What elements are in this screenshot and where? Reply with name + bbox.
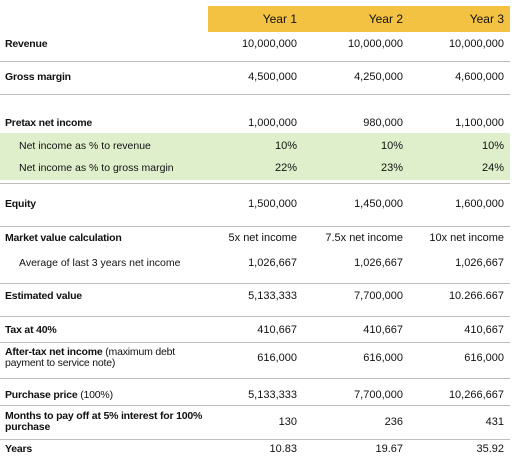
cell-year-1: 130 — [278, 416, 297, 428]
table-row-pretax: Pretax net income 1,000,000 980,000 1,10… — [0, 116, 510, 130]
cell-year-1: 5,133,333 — [248, 290, 297, 302]
header-year-3: Year 3 — [469, 12, 504, 26]
table-row-purchase-price: Purchase price (100%) 5,133,333 7,700,00… — [0, 388, 510, 402]
table-row-revenue: Revenue 10,000,000 10,000,000 10,000,000 — [0, 37, 510, 51]
cell-year-2: 7.5x net income — [325, 232, 403, 244]
cell-year-1: 616,000 — [257, 352, 297, 364]
cell-year-2: 23% — [380, 162, 403, 174]
row-separator — [0, 183, 510, 184]
table-row-equity: Equity 1,500,000 1,450,000 1,600,000 — [0, 197, 510, 211]
cell-year-1: 10,000,000 — [241, 38, 297, 50]
cell-year-1: 5x net income — [228, 232, 297, 244]
table-row-average-3-years: Average of last 3 years net income 1,026… — [0, 256, 510, 270]
cell-year-2: 1,450,000 — [354, 198, 403, 210]
ratio-band — [0, 133, 510, 180]
row-label: Gross margin — [5, 70, 71, 83]
row-label-note: (maximum debt payment to service note) — [5, 346, 176, 369]
row-label: Tax at 40% — [5, 323, 57, 336]
table-row-ni-revenue: Net income as % to revenue 10% 10% 10% — [0, 139, 510, 153]
cell-year-3: 35.92 — [476, 443, 504, 455]
cell-year-3: 24% — [481, 162, 504, 174]
cell-year-2: 19.67 — [375, 443, 403, 455]
cell-year-2: 7,700,000 — [354, 389, 403, 401]
cell-year-1: 1,026,667 — [248, 257, 297, 269]
cell-year-2: 410,667 — [363, 324, 403, 336]
row-label: Pretax net income — [5, 116, 93, 129]
row-label: Purchase price (100%) — [5, 388, 205, 401]
cell-year-3: 431 — [485, 416, 504, 428]
cell-year-3: 10% — [481, 140, 504, 152]
row-separator — [0, 226, 510, 227]
cell-year-3: 10x net income — [429, 232, 504, 244]
row-separator — [0, 61, 510, 62]
row-label: Market value calculation — [5, 231, 122, 244]
row-separator — [0, 439, 510, 440]
cell-year-2: 10,000,000 — [347, 38, 403, 50]
row-separator — [0, 316, 510, 317]
header-year-2: Year 2 — [368, 12, 403, 26]
cell-year-2: 4,250,000 — [354, 71, 403, 83]
cell-year-3: 10.266.667 — [448, 290, 504, 302]
row-separator — [0, 378, 510, 379]
row-label-bold: After-tax net income — [5, 346, 103, 358]
row-label-bold: Purchase price — [5, 388, 78, 401]
cell-year-2: 980,000 — [363, 117, 403, 129]
cell-year-1: 1,000,000 — [248, 117, 297, 129]
table-row-after-tax: After-tax net income (maximum debt payme… — [0, 346, 510, 370]
table-row-gross-margin: Gross margin 4,500,000 4,250,000 4,600,0… — [0, 70, 510, 84]
row-label: Estimated value — [5, 289, 82, 302]
table-row-market-value-calc: Market value calculation 5x net income 7… — [0, 231, 510, 245]
table-row-ni-gross-margin: Net income as % to gross margin 22% 23% … — [0, 161, 510, 175]
cell-year-1: 4,500,000 — [248, 71, 297, 83]
year-header: Year 1 Year 2 Year 3 — [208, 6, 510, 32]
cell-year-3: 1,100,000 — [455, 117, 504, 129]
row-label: Years — [5, 442, 33, 455]
row-separator — [0, 94, 510, 95]
row-label: Months to pay off at 5% interest for 100… — [5, 410, 203, 433]
cell-year-2: 10% — [380, 140, 403, 152]
cell-year-3: 616,000 — [464, 352, 504, 364]
cell-year-2: 1,026,667 — [354, 257, 403, 269]
cell-year-2: 616,000 — [363, 352, 403, 364]
row-label: Net income as % to gross margin — [19, 161, 174, 174]
cell-year-3: 1,026,667 — [455, 257, 504, 269]
header-year-1: Year 1 — [262, 12, 297, 26]
row-label-note: (100%) — [77, 388, 113, 401]
cell-year-3: 1,600,000 — [455, 198, 504, 210]
row-separator — [0, 283, 510, 284]
cell-year-1: 5,133,333 — [248, 389, 297, 401]
row-label: After-tax net income (maximum debt payme… — [5, 347, 215, 369]
cell-year-2: 236 — [384, 416, 403, 428]
cell-year-1: 410,667 — [257, 324, 297, 336]
row-label: Net income as % to revenue — [19, 139, 151, 152]
cell-year-2: 7,700,000 — [354, 290, 403, 302]
row-label: Revenue — [5, 37, 48, 50]
row-separator — [0, 342, 510, 343]
cell-year-3: 10,000,000 — [448, 38, 504, 50]
row-label: Average of last 3 years net income — [19, 256, 181, 269]
cell-year-1: 10.83 — [269, 443, 297, 455]
cell-year-1: 1,500,000 — [248, 198, 297, 210]
table-row-estimated-value: Estimated value 5,133,333 7,700,000 10.2… — [0, 289, 510, 303]
table-row-months-to-pay: Months to pay off at 5% interest for 100… — [0, 410, 510, 434]
table-row-tax: Tax at 40% 410,667 410,667 410,667 — [0, 323, 510, 337]
row-label: Equity — [5, 197, 36, 210]
cell-year-1: 10% — [274, 140, 297, 152]
row-separator — [0, 405, 510, 406]
cell-year-1: 22% — [274, 162, 297, 174]
table-row-years: Years 10.83 19.67 35.92 — [0, 442, 510, 456]
cell-year-3: 410,667 — [464, 324, 504, 336]
cell-year-3: 10,266,667 — [448, 389, 504, 401]
cell-year-3: 4,600,000 — [455, 71, 504, 83]
